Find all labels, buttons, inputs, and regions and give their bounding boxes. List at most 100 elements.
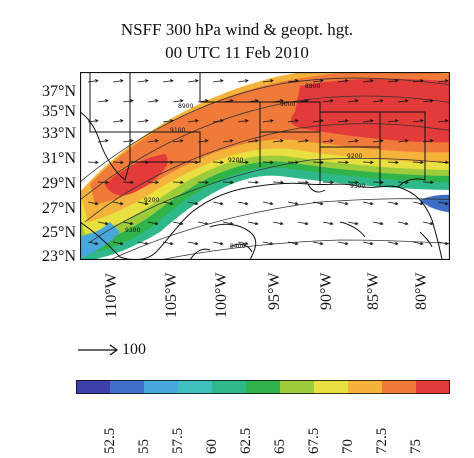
wind-vector <box>437 80 448 83</box>
wind-vector-head <box>170 160 174 165</box>
wind-vector <box>212 201 223 205</box>
wind-vector <box>122 221 133 225</box>
wind-vector-head <box>269 201 274 206</box>
wind-vector-head <box>429 99 434 103</box>
wind-vector <box>237 120 248 123</box>
wind-vector-head <box>119 201 124 206</box>
wind-vector-head <box>354 139 359 143</box>
wind-vector-head <box>420 160 424 165</box>
colorbar-tick-label: 57.5 <box>170 427 186 454</box>
contour-label-9300: 9300 <box>350 183 365 190</box>
wind-vector-head <box>269 241 274 246</box>
wind-vector <box>137 161 149 163</box>
wind-vector <box>297 100 308 103</box>
wind-vector <box>197 221 208 225</box>
wind-vector <box>312 80 323 83</box>
wind-vector <box>172 140 183 143</box>
wind-vector-head <box>444 201 449 206</box>
wind-vector <box>247 181 259 183</box>
wind-vector <box>312 120 323 123</box>
wind-vector <box>87 161 99 163</box>
lon-label-80w: 80°W <box>413 272 430 311</box>
wind-vector <box>87 80 98 83</box>
wind-vector <box>237 241 248 245</box>
wind-vector-head <box>104 99 109 103</box>
wind-vector <box>97 181 109 183</box>
wind-vector <box>147 181 159 183</box>
wind-vector <box>197 140 208 143</box>
wind-vector-head <box>219 79 224 83</box>
wind-vector <box>372 221 383 225</box>
coastlines-and-borders <box>80 72 443 260</box>
wind-vector <box>187 80 198 83</box>
wind-vector-head <box>319 79 324 83</box>
wind-vector-head <box>180 180 184 185</box>
wind-vector-head <box>169 119 174 123</box>
wind-vector <box>387 161 399 163</box>
wind-vector <box>397 100 408 103</box>
wind-vector-head <box>194 79 199 83</box>
wind-vector <box>272 181 284 183</box>
wind-vector <box>397 221 408 225</box>
wind-vector-head <box>194 119 199 123</box>
wind-vector-head <box>405 180 409 185</box>
wind-vector-head <box>344 201 349 206</box>
wind-vector-head <box>419 201 424 206</box>
colorbar-tick-label: 65 <box>272 439 288 454</box>
lat-label-33n: 33°N <box>42 125 76 142</box>
wind-vector <box>297 140 308 143</box>
wind-vector <box>97 140 108 143</box>
wind-vector-head <box>179 221 184 226</box>
reference-vector-label: 100 <box>122 341 146 358</box>
wind-vector-head <box>119 119 124 123</box>
lat-label-29n: 29°N <box>42 175 76 192</box>
contour-label-9200-east: 9200 <box>347 153 362 160</box>
wind-vector-head <box>270 160 274 165</box>
wind-vector <box>347 100 358 103</box>
colorbar-tick-label: 60 <box>204 439 220 454</box>
wind-vector <box>312 161 324 163</box>
wind-vector <box>112 201 123 205</box>
wind-vector <box>237 201 248 205</box>
wind-vector-head <box>129 139 134 143</box>
wind-vector-head <box>295 160 299 165</box>
wind-vector <box>112 80 123 83</box>
wind-vector <box>337 80 348 83</box>
wind-vector-head <box>429 139 434 143</box>
wind-vector-head <box>444 79 449 83</box>
wind-vector-head <box>244 201 249 206</box>
colorbar-tick-label: 72.5 <box>374 427 390 454</box>
colorbar-tick-label: 70 <box>340 439 356 454</box>
wind-vector-head <box>104 221 109 226</box>
wind-vector-head <box>444 241 449 246</box>
wind-vector-head <box>219 201 224 206</box>
wind-vector-head <box>169 201 174 206</box>
colorbar <box>76 380 450 394</box>
wind-vector <box>437 201 448 205</box>
wind-vector <box>297 181 309 183</box>
wind-vector <box>112 120 123 123</box>
wind-vector <box>262 201 273 205</box>
wind-vector-head <box>94 79 99 83</box>
wind-vector <box>247 221 258 225</box>
wind-vector-head <box>330 180 334 185</box>
wind-vector-head <box>105 180 109 185</box>
wind-vector <box>387 120 398 123</box>
lon-label-100w: 100°W <box>213 272 230 319</box>
lon-label-95w: 95°W <box>266 272 283 311</box>
wind-vector <box>372 181 384 183</box>
wind-vector-head <box>254 99 259 103</box>
wind-vector-head <box>369 241 374 246</box>
wind-vector-head <box>419 119 424 123</box>
wind-vector <box>147 221 158 225</box>
wind-vector <box>337 161 349 163</box>
wind-vector <box>112 161 124 163</box>
wind-vector <box>247 140 258 143</box>
wind-vector-head <box>154 221 159 226</box>
wind-vector <box>187 120 198 123</box>
wind-vector-head <box>244 119 249 123</box>
wind-vector-head <box>394 201 399 206</box>
wind-vector <box>337 120 348 123</box>
wind-vector-head <box>244 241 249 246</box>
wind-vector-head <box>229 99 234 103</box>
